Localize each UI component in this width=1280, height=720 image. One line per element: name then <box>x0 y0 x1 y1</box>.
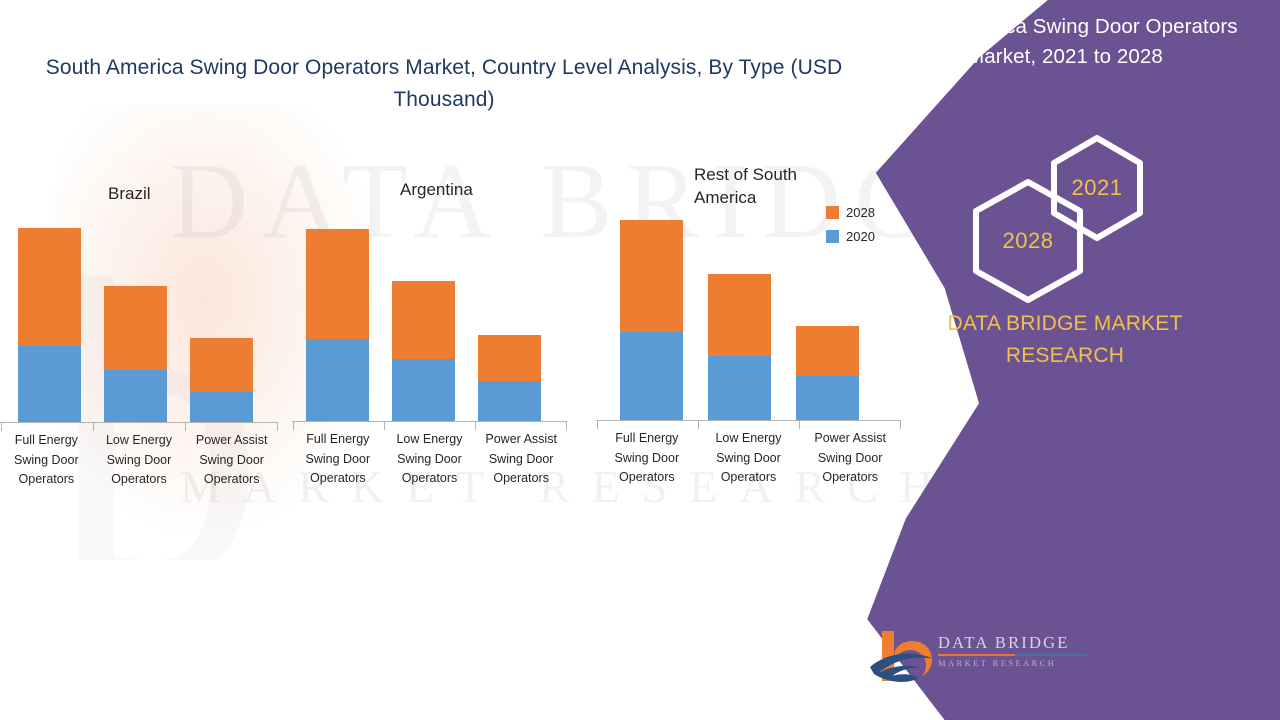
group-plot <box>292 219 567 421</box>
bar-segment-2020[interactable] <box>392 359 455 421</box>
stacked-bar[interactable] <box>18 228 81 422</box>
stacked-bar[interactable] <box>620 220 683 420</box>
brand-name: DATA BRIDGE MARKET RESEARCH <box>947 312 1183 367</box>
hexagon-2028-label: 2028 <box>1002 228 1054 253</box>
x-axis-line <box>0 422 278 423</box>
legend-label: 2028 <box>846 204 875 220</box>
panel-title: South America Swing Door Operators Marke… <box>892 15 1238 68</box>
hexagon-2021: 2021 <box>1048 134 1146 242</box>
x-axis-tick <box>799 420 801 429</box>
bar-segment-2020[interactable] <box>708 356 771 420</box>
hexagon-2028: 2028 <box>970 178 1086 304</box>
chart-area: b DATA BRIDGE MARKET RESEARCH South Amer… <box>0 0 960 535</box>
x-axis-tick <box>92 422 94 431</box>
category-label: Full Energy Swing Door Operators <box>14 433 79 486</box>
x-axis-tick <box>0 422 2 431</box>
bar-segment-2028[interactable] <box>18 228 81 346</box>
category-label: Power Assist Swing Door Operators <box>195 433 268 486</box>
logo-wordmark: DATA BRIDGE MARKET RESEARCH <box>938 633 1088 668</box>
group-title: Argentina <box>400 180 473 199</box>
bar-segment-2028[interactable] <box>708 274 771 356</box>
stacked-bar[interactable] <box>392 281 455 421</box>
x-axis-line <box>596 420 901 421</box>
legend-swatch-icon <box>826 205 839 219</box>
category-label: Low Energy Swing Door Operators <box>715 431 782 484</box>
hexagon-badges: 2021 2028 <box>960 135 1160 303</box>
bar-segment-2028[interactable] <box>190 338 253 392</box>
category-label: Full Energy Swing Door Operators <box>614 431 680 484</box>
stacked-bar[interactable] <box>478 335 541 421</box>
category-label: Power Assist Swing Door Operators <box>814 431 886 484</box>
x-axis-tick <box>697 420 699 429</box>
logo-mark-icon <box>868 627 940 689</box>
legend-label: 2020 <box>846 228 875 244</box>
x-axis-tick <box>475 421 477 430</box>
bar-segment-2020[interactable] <box>104 370 167 422</box>
bar-segment-2020[interactable] <box>796 376 859 420</box>
x-axis-line <box>292 421 567 422</box>
group-plot <box>0 220 278 422</box>
x-axis-tick <box>596 420 598 429</box>
category-label: Full Energy Swing Door Operators <box>305 432 371 485</box>
x-axis-tick <box>292 421 294 430</box>
x-axis-tick <box>383 421 385 430</box>
bar-segment-2020[interactable] <box>478 381 541 421</box>
bar-segment-2028[interactable] <box>478 335 541 381</box>
bar-segment-2020[interactable] <box>620 332 683 420</box>
chart-legend: 2028 2020 <box>826 200 896 248</box>
bar-segment-2028[interactable] <box>306 229 369 339</box>
bar-segment-2020[interactable] <box>18 346 81 422</box>
hexagon-2021-label: 2021 <box>1071 175 1123 200</box>
stacked-bar[interactable] <box>708 274 771 420</box>
chart-group-rest-of-south-america: Rest of South America Full Energy Swing D… <box>596 0 901 500</box>
x-axis-tick <box>565 421 567 430</box>
chart-group-brazil: Brazil Full Energy Swing Door Operators Lo… <box>0 0 278 500</box>
bar-segment-2028[interactable] <box>620 220 683 332</box>
stacked-bar[interactable] <box>306 229 369 421</box>
category-label: Low Energy Swing Door Operators <box>396 432 463 485</box>
legend-entry-2028[interactable]: 2028 <box>826 200 896 224</box>
legend-entry-2020[interactable]: 2020 <box>826 224 896 248</box>
group-title: Brazil <box>108 184 151 203</box>
stacked-bar[interactable] <box>190 338 253 422</box>
bar-segment-2020[interactable] <box>190 392 253 422</box>
category-label: Power Assist Swing Door Operators <box>485 432 557 485</box>
legend-swatch-icon <box>826 229 839 243</box>
logo-divider <box>938 654 1086 656</box>
page-title: South America Swing Door Operators Marke… <box>45 56 843 111</box>
x-axis-tick <box>276 422 278 431</box>
category-label: Low Energy Swing Door Operators <box>105 433 172 486</box>
bar-segment-2028[interactable] <box>392 281 455 359</box>
x-axis-tick <box>899 420 901 429</box>
logo-sub-text: MARKET RESEARCH <box>938 658 1057 668</box>
chart-group-argentina: Argentina Full Energy Swing Door Operator… <box>292 0 567 500</box>
stacked-bar[interactable] <box>104 286 167 422</box>
bar-segment-2028[interactable] <box>104 286 167 370</box>
group-title: Rest of South America <box>694 165 798 207</box>
right-side-panel: South America Swing Door Operators Marke… <box>850 0 1280 720</box>
company-logo: DATA BRIDGE MARKET RESEARCH <box>860 625 1090 695</box>
stacked-bar[interactable] <box>796 326 859 420</box>
bar-segment-2028[interactable] <box>796 326 859 376</box>
group-plot <box>596 218 901 420</box>
x-axis-tick <box>185 422 187 431</box>
bar-segment-2020[interactable] <box>306 339 369 421</box>
logo-main-text: DATA BRIDGE <box>938 633 1070 652</box>
